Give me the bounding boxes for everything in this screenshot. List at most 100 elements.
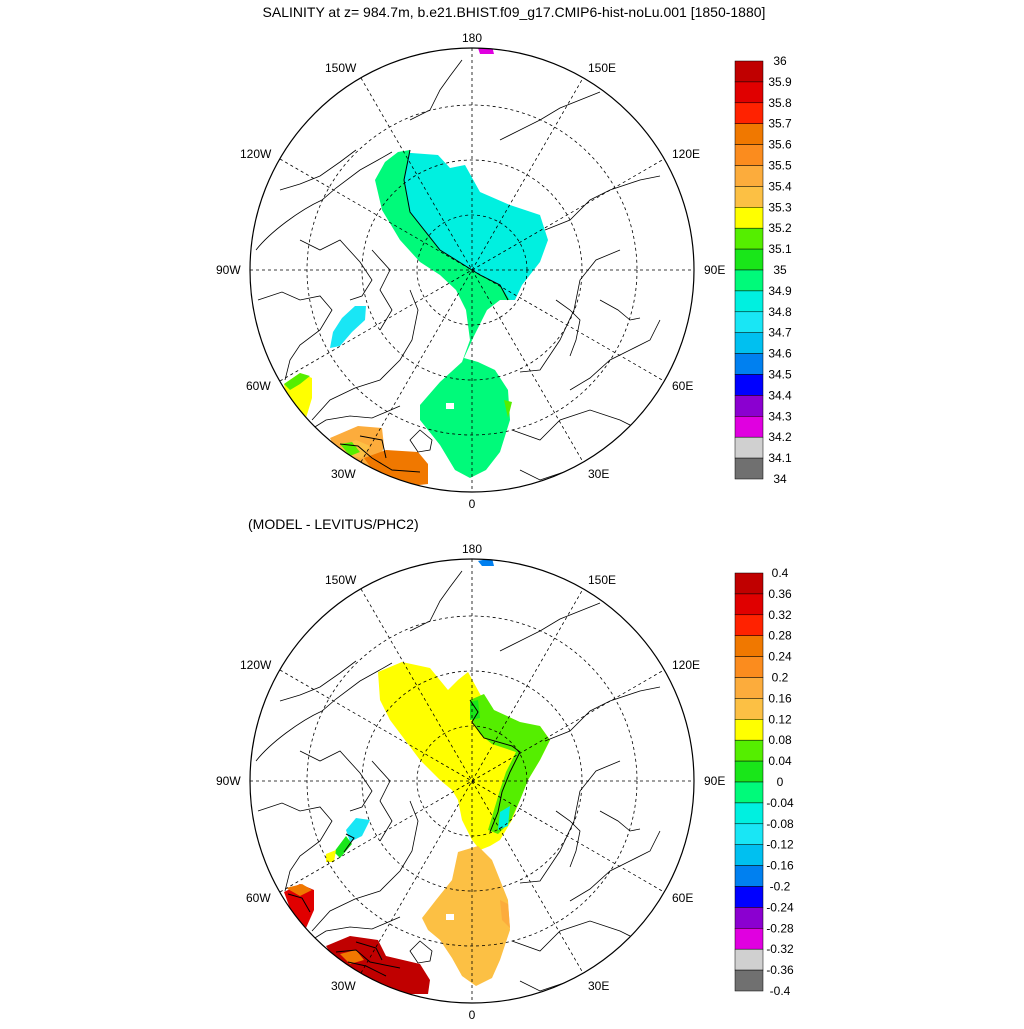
colorbar-label: 34.8 <box>768 305 792 319</box>
colorbar-label: 35.5 <box>768 159 792 173</box>
lon-label-30w: 30W <box>331 467 356 481</box>
colorbar-swatch <box>734 698 764 720</box>
lon-label-60e: 60E <box>672 379 693 393</box>
colorbar-label: 35.3 <box>768 200 792 214</box>
colorbar-label: 34.1 <box>768 451 792 465</box>
salinity-map: 180 150W 150E 120W 120E 90W 90E 60W 60E … <box>216 31 725 511</box>
colorbar-label: 34.7 <box>768 326 792 340</box>
colorbar-swatch <box>734 332 764 354</box>
colorbar-salinity: 36 35.9 35.8 35.7 35.6 35.5 35.4 35.3 35.2 35.1 35… <box>734 54 792 486</box>
lon-label-60w: 60W <box>246 891 271 905</box>
colorbar-label: 34.3 <box>768 409 792 423</box>
lon-label-150e: 150E <box>588 61 616 75</box>
diff-patch-west <box>346 818 370 842</box>
colorbar-swatch <box>734 60 764 83</box>
colorbar-swatch <box>734 928 764 950</box>
colorbar-swatch <box>734 165 764 187</box>
colorbar-label: -0.4 <box>770 984 791 998</box>
colorbar-label: 35.1 <box>768 242 792 256</box>
colorbar-label: 0.4 <box>772 566 789 580</box>
colorbar-difference: 0.4 0.36 0.32 0.28 0.24 0.2 0.16 0.12 0.08 0.04 0 -… <box>734 566 794 998</box>
lon-label-30e: 30E <box>588 979 609 993</box>
colorbar-swatch <box>734 823 764 845</box>
colorbar-label: 36 <box>773 54 787 68</box>
colorbar-label: 0 <box>777 775 784 789</box>
ocean-field-35 <box>375 150 510 478</box>
colorbar-label: 35.9 <box>768 75 792 89</box>
colorbar-swatch <box>734 123 764 145</box>
colorbar-swatch <box>734 290 764 313</box>
colorbar-swatch <box>734 865 764 887</box>
lon-label-90e: 90E <box>704 774 725 788</box>
colorbar-swatch <box>734 416 764 438</box>
colorbar-label: 34.9 <box>768 284 792 298</box>
colorbar-label: 35.4 <box>768 179 792 193</box>
colorbar-label: 35.2 <box>768 221 792 235</box>
lon-label-90w: 90W <box>216 263 241 277</box>
colorbar-swatch <box>734 186 764 208</box>
colorbar-label: -0.36 <box>766 963 794 977</box>
lon-label-30w: 30W <box>331 979 356 993</box>
colorbar-swatch <box>734 948 764 971</box>
colorbar-label: 0.32 <box>768 608 792 622</box>
colorbar-swatch <box>734 457 764 480</box>
colorbar-swatch <box>734 677 764 699</box>
figure-subtitle: (MODEL - LEVITUS/PHC2) <box>248 516 419 532</box>
colorbar-label: 0.24 <box>768 650 792 664</box>
colorbar-swatch <box>734 102 764 124</box>
colorbar-swatch <box>734 374 764 396</box>
colorbar-label: 0.04 <box>768 754 792 768</box>
lon-label-120e: 120E <box>672 658 700 672</box>
colorbar-label: -0.32 <box>766 942 794 956</box>
lon-label-120w: 120W <box>240 658 272 672</box>
colorbar-label: -0.12 <box>766 838 794 852</box>
lon-label-120e: 120E <box>672 147 700 161</box>
figure-title: SALINITY at z= 984.7m, b.e21.BHIST.f09_g… <box>263 4 766 20</box>
colorbar-swatch <box>734 802 764 825</box>
colorbar-swatch <box>734 311 764 333</box>
colorbar-swatch <box>734 739 764 762</box>
colorbar-label: 0.08 <box>768 733 792 747</box>
colorbar-label: -0.16 <box>766 859 794 873</box>
colorbar-swatch <box>734 907 764 929</box>
lon-label-60w: 60W <box>246 379 271 393</box>
colorbar-label: 34.2 <box>768 430 792 444</box>
colorbar-swatch <box>734 635 764 657</box>
colorbar-label: 35.8 <box>768 96 792 110</box>
colorbar-swatch <box>734 144 764 166</box>
lon-label-120w: 120W <box>240 147 272 161</box>
colorbar-label: 0.2 <box>772 671 789 685</box>
colorbar-label: 34 <box>773 472 787 486</box>
colorbar-label: -0.28 <box>766 921 794 935</box>
lon-label-180: 180 <box>462 542 482 556</box>
colorbar-swatch <box>734 614 764 636</box>
colorbar-swatch <box>734 886 764 908</box>
colorbar-label: 0.36 <box>768 587 792 601</box>
colorbar-swatch <box>734 436 764 459</box>
colorbar-swatch <box>734 353 764 375</box>
colorbar-swatch <box>734 248 764 271</box>
colorbar-swatch <box>734 269 764 292</box>
colorbar-swatch <box>734 969 764 992</box>
colorbar-label: 34.5 <box>768 368 792 382</box>
colorbar-swatch <box>734 760 764 783</box>
colorbar-label: -0.2 <box>770 880 791 894</box>
colorbar-label: 34.4 <box>768 388 792 402</box>
difference-map: 180 150W 150E 120W 120E 90W 90E 60W 60E … <box>216 542 725 1022</box>
colorbar-label: 0.16 <box>768 691 792 705</box>
ocean-patch-35.6 <box>364 450 428 486</box>
lon-label-0: 0 <box>469 1008 476 1022</box>
colorbar-label: 0.12 <box>768 712 792 726</box>
colorbar-label: 34.6 <box>768 347 792 361</box>
colorbar-label: 35.7 <box>768 117 792 131</box>
diff-field-0.16 <box>422 846 510 986</box>
colorbar-swatch <box>734 227 764 250</box>
colorbar-label: -0.24 <box>766 900 794 914</box>
lon-label-60e: 60E <box>672 891 693 905</box>
colorbar-label: 35.6 <box>768 138 792 152</box>
colorbar-swatch <box>734 656 764 678</box>
colorbar-swatch <box>734 207 764 229</box>
contour-35 <box>403 149 509 301</box>
ocean-field-34.9 <box>385 152 548 300</box>
